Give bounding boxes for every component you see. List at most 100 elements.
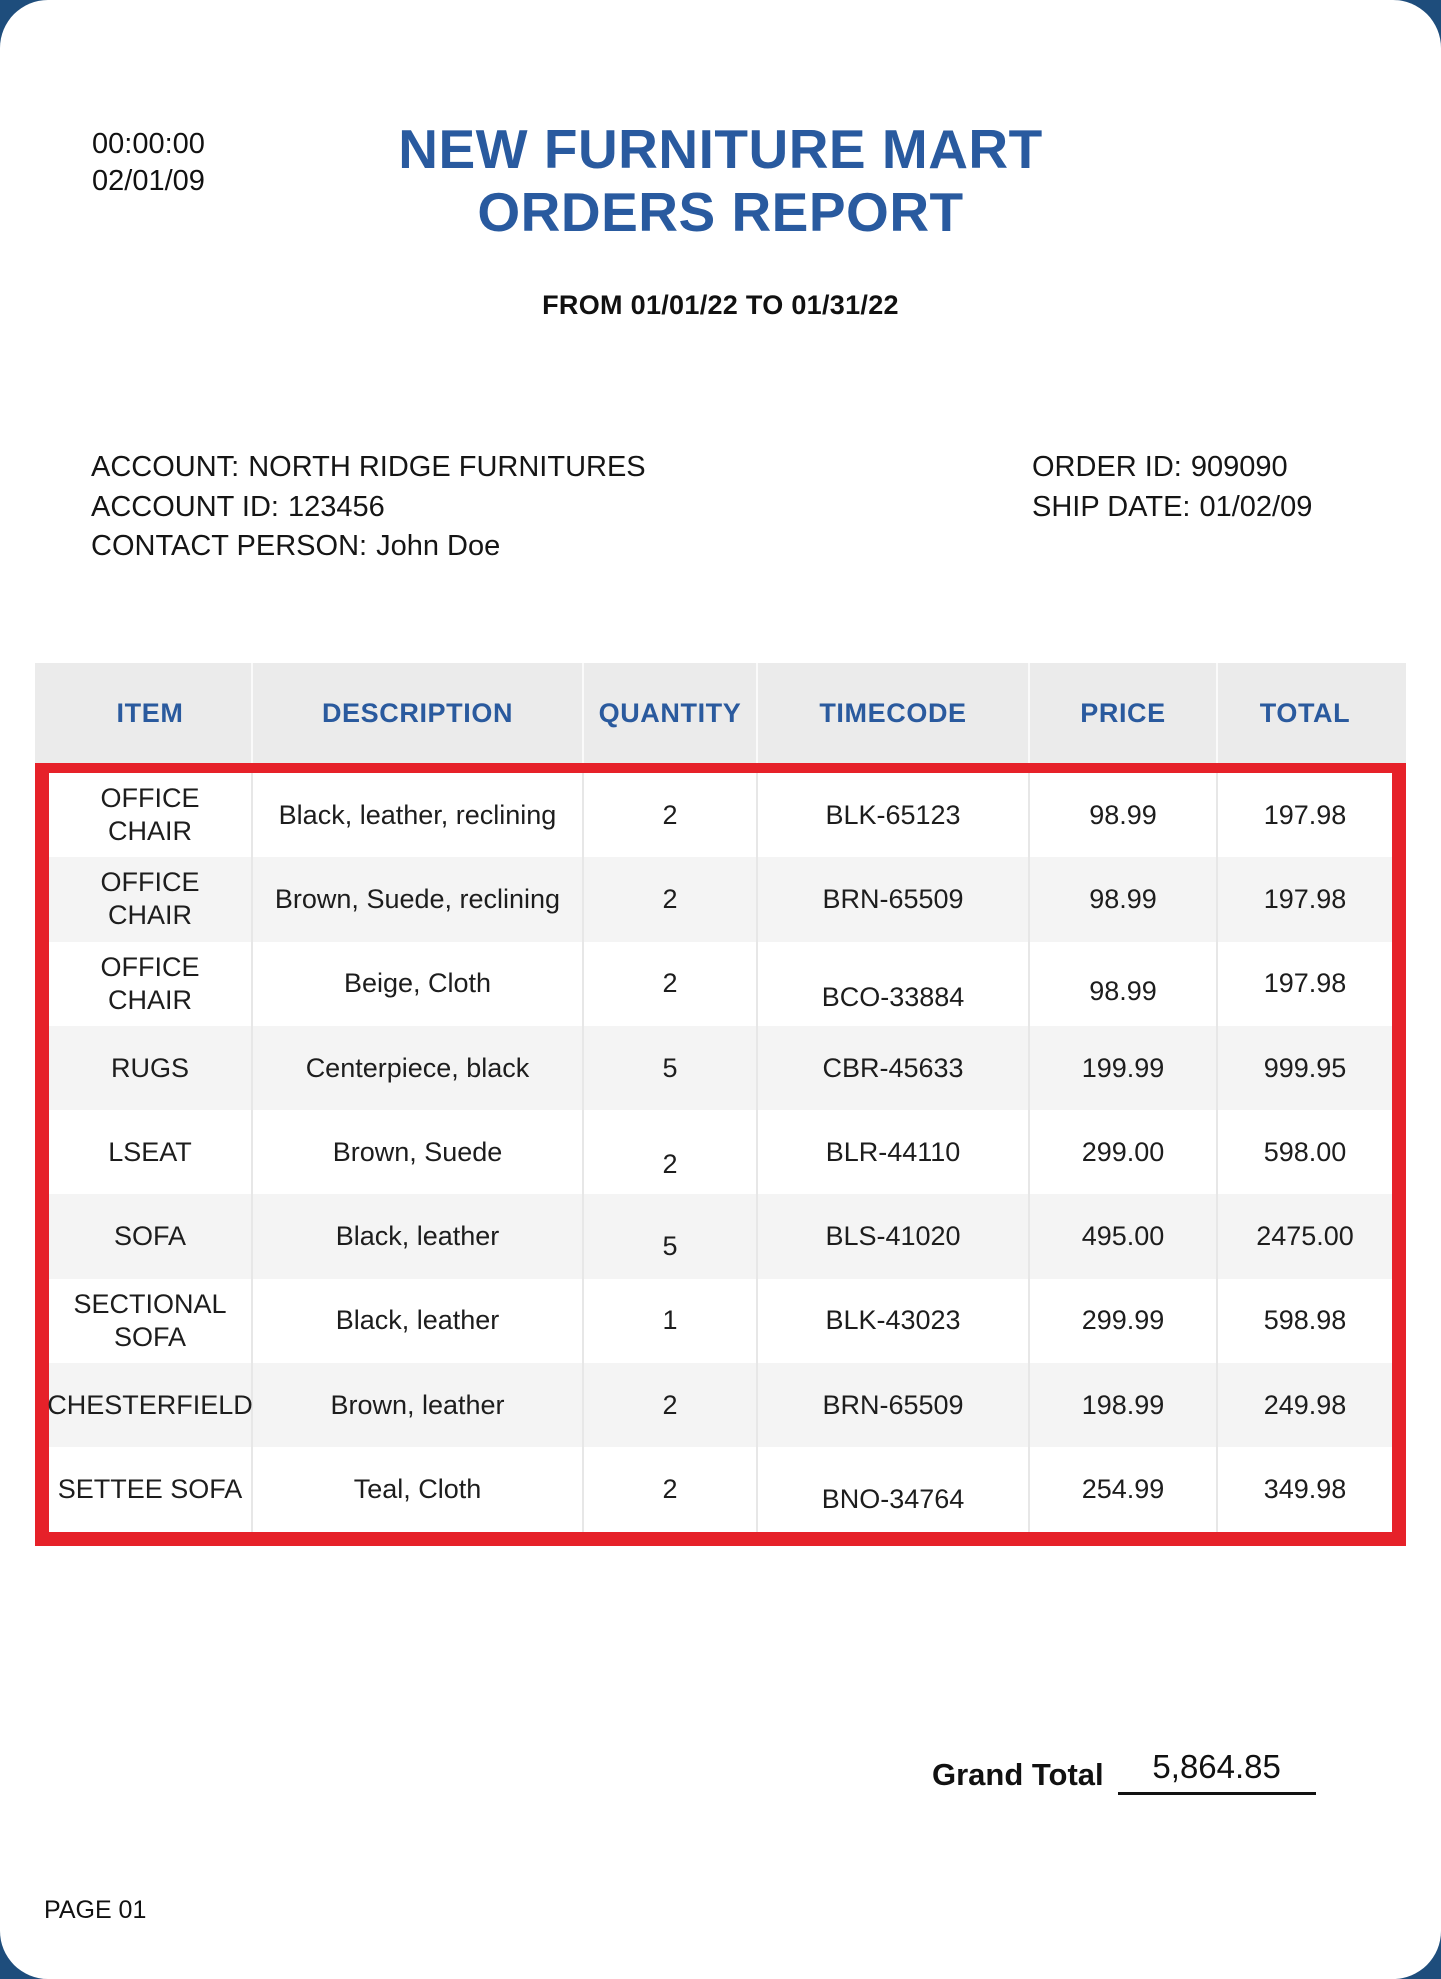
- account-info-value: 123456: [287, 490, 385, 523]
- table-cell: Brown, Suede: [253, 1110, 584, 1195]
- table-cell: SETTEE SOFA: [49, 1447, 253, 1532]
- table-cell: BLS-41020: [758, 1194, 1030, 1279]
- table-cell: 98.99: [1030, 773, 1218, 858]
- table-cell: OFFICE CHAIR: [49, 857, 253, 942]
- table-cell: OFFICE CHAIR: [49, 773, 253, 858]
- grand-total-value: 5,864.85: [1152, 1748, 1281, 1785]
- grand-total: Grand Total 5,864.85: [932, 1748, 1316, 1795]
- table-cell: Beige, Cloth: [253, 941, 584, 1026]
- report-timestamp: 00:00:00 02/01/09: [92, 126, 205, 200]
- table-cell: 197.98: [1263, 968, 1347, 999]
- table-cell: 299.99: [1030, 1278, 1218, 1364]
- order-info-line: SHIP DATE: 01/02/09: [1032, 488, 1312, 528]
- account-info-value: John Doe: [376, 530, 501, 562]
- table-cell: BLK-43023: [758, 1278, 1030, 1364]
- orders-table-header: ITEM DESCRIPTION QUANTITY TIMECODE PRICE TOTA…: [35, 663, 1406, 763]
- table-cell: BCO-33884: [758, 941, 1030, 1026]
- order-info-line: ORDER ID: 909090: [1032, 448, 1312, 488]
- account-info-label: CONTACT PERSON:: [91, 530, 368, 562]
- table-cell: 5: [584, 1194, 758, 1279]
- table-cell: 2: [584, 1110, 758, 1195]
- table-cell: 2: [584, 1447, 758, 1532]
- column-header-total: TOTAL: [1259, 697, 1351, 728]
- table-cell: 2475.00: [1256, 1221, 1354, 1252]
- table-cell: 5: [584, 1025, 758, 1111]
- table-cell: BRN-65509: [758, 857, 1030, 942]
- table-cell: 254.99: [1030, 1447, 1218, 1532]
- table-cell: 495.00: [1030, 1194, 1218, 1279]
- account-info-value: NORTH RIDGE FURNITURES: [248, 451, 646, 483]
- order-info-label: ORDER ID:: [1032, 451, 1182, 483]
- table-row: LSEAT Brown, Suede 2 BLR-44110 299.00 598.00: [49, 1110, 1392, 1195]
- table-row: OFFICE CHAIR Beige, Cloth 2 BCO-33884 98.99 1…: [49, 941, 1392, 1026]
- table-row: SOFA Black, leather 5 BLS-41020 495.00 2475.0…: [49, 1194, 1392, 1279]
- account-info-line: ACCOUNT: NORTH RIDGE FURNITURES: [91, 448, 646, 488]
- table-cell: Black, leather: [253, 1194, 584, 1279]
- table-row: OFFICE CHAIR Black, leather, reclining 2 BL…: [49, 773, 1392, 858]
- order-info-value: 01/02/09: [1199, 490, 1313, 523]
- order-info-label: SHIP DATE:: [1032, 490, 1191, 523]
- table-cell: 2: [584, 941, 758, 1026]
- table-cell: Black, leather: [253, 1278, 584, 1364]
- table-cell: Centerpiece, black: [253, 1025, 584, 1111]
- table-row: RUGS Centerpiece, black 5 CBR-45633 199.99 99…: [49, 1025, 1392, 1111]
- account-info-block: ACCOUNT: NORTH RIDGE FURNITURES ACCOUNT ID…: [91, 448, 646, 567]
- table-row: OFFICE CHAIR Brown, Suede, reclining 2 BRN-…: [49, 857, 1392, 942]
- table-cell: Black, leather, reclining: [253, 773, 584, 858]
- table-cell: Brown, Suede, reclining: [253, 857, 584, 942]
- grand-total-label: Grand Total: [932, 1757, 1104, 1792]
- table-cell: 98.99: [1030, 857, 1218, 942]
- table-cell: BNO-34764: [758, 1447, 1030, 1532]
- order-info-block: ORDER ID: 909090 SHIP DATE: 01/02/09: [1032, 448, 1312, 527]
- table-cell: 197.98: [1263, 799, 1347, 830]
- table-cell: Brown, leather: [253, 1363, 584, 1448]
- timestamp-date: 02/01/09: [92, 165, 205, 197]
- account-info-line: CONTACT PERSON: John Doe: [91, 527, 646, 567]
- column-header-description: DESCRIPTION: [253, 663, 584, 763]
- table-cell: 249.98: [1263, 1389, 1347, 1420]
- table-cell: 98.99: [1030, 941, 1218, 1026]
- table-cell: OFFICE CHAIR: [49, 941, 253, 1026]
- table-cell: 2: [584, 1363, 758, 1448]
- report-title-line1: NEW FURNITURE MART: [398, 118, 1043, 180]
- table-cell: 2: [584, 773, 758, 858]
- table-cell: 349.98: [1263, 1474, 1347, 1505]
- report-title-line2: ORDERS REPORT: [477, 181, 964, 243]
- orders-table-body-highlighted: OFFICE CHAIR Black, leather, reclining 2 BL…: [35, 763, 1406, 1546]
- account-info-label: ACCOUNT ID:: [91, 490, 279, 523]
- report-title: NEW FURNITURE MART ORDERS REPORT: [0, 118, 1441, 244]
- table-cell: LSEAT: [49, 1110, 253, 1195]
- page-number: PAGE 01: [44, 1896, 147, 1924]
- table-cell: SECTIONAL SOFA: [49, 1278, 253, 1364]
- table-cell: 2: [584, 857, 758, 942]
- account-info-line: ACCOUNT ID: 123456: [91, 488, 646, 528]
- table-cell: CBR-45633: [758, 1025, 1030, 1111]
- table-cell: BLK-65123: [758, 773, 1030, 858]
- table-cell: 1: [584, 1278, 758, 1364]
- table-cell: RUGS: [49, 1025, 253, 1111]
- order-info-value: 909090: [1190, 451, 1288, 483]
- table-cell: 197.98: [1263, 883, 1347, 914]
- column-header-item: ITEM: [49, 663, 253, 763]
- table-cell: 598.00: [1263, 1136, 1347, 1167]
- table-row: SECTIONAL SOFA Black, leather 1 BLK-43023 29…: [49, 1278, 1392, 1364]
- column-header-price: PRICE: [1030, 663, 1218, 763]
- table-row: CHESTERFIELD Brown, leather 2 BRN-65509 198.…: [47, 1363, 1392, 1448]
- table-cell: BLR-44110: [758, 1110, 1030, 1195]
- table-cell: 598.98: [1263, 1305, 1347, 1336]
- timestamp-time: 00:00:00: [92, 128, 205, 160]
- table-cell: SOFA: [49, 1194, 253, 1279]
- column-header-timecode: TIMECODE: [758, 663, 1030, 763]
- table-cell: 199.99: [1030, 1025, 1218, 1111]
- table-cell: 999.95: [1263, 1052, 1347, 1083]
- table-row: SETTEE SOFA Teal, Cloth 2 BNO-34764 254.99 34…: [49, 1447, 1392, 1532]
- grand-total-underline: 5,864.85: [1117, 1748, 1316, 1795]
- table-cell: CHESTERFIELD: [47, 1363, 253, 1448]
- table-cell: 198.99: [1030, 1363, 1218, 1448]
- column-header-quantity: QUANTITY: [584, 663, 758, 763]
- table-cell: BRN-65509: [758, 1363, 1030, 1448]
- table-cell: 299.00: [1030, 1110, 1218, 1195]
- account-info-label: ACCOUNT:: [91, 451, 240, 483]
- date-range: FROM 01/01/22 TO 01/31/22: [542, 290, 899, 320]
